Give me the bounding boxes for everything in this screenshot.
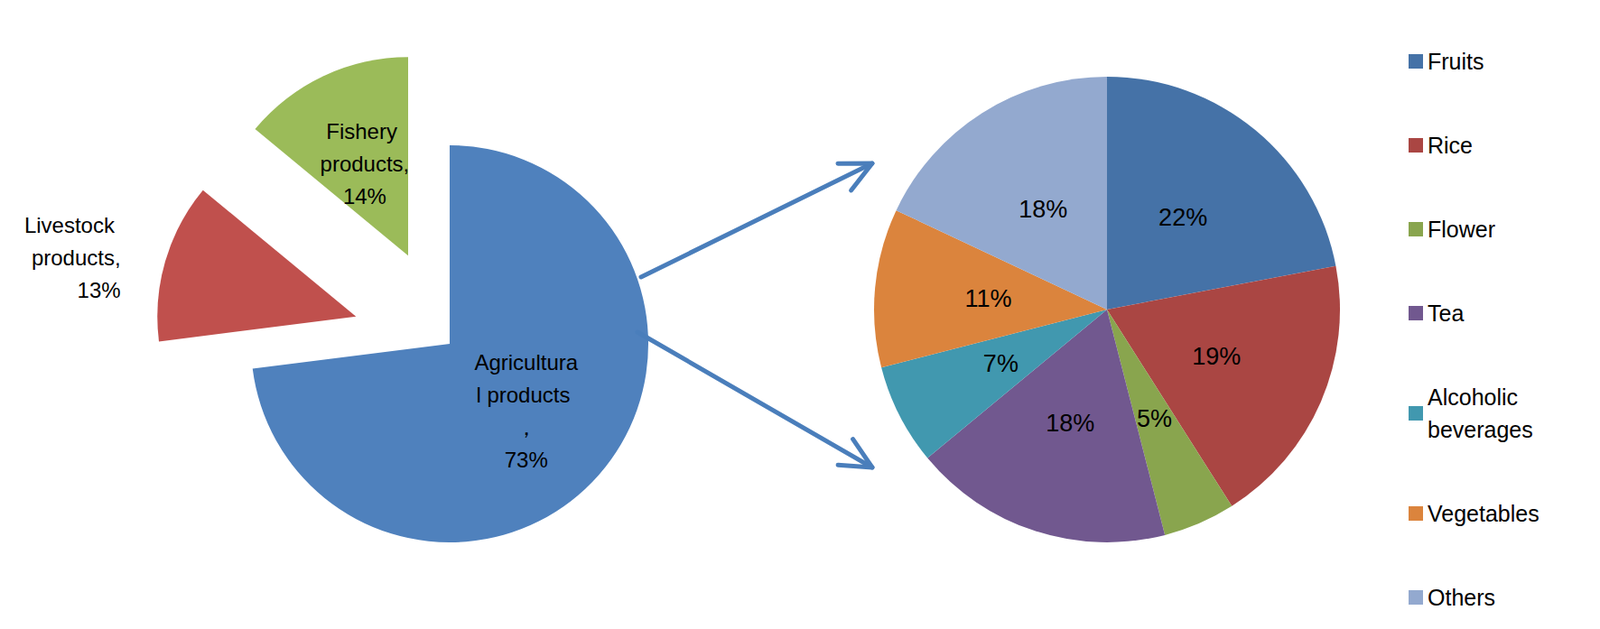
svg-text:Livestock: Livestock <box>24 213 121 238</box>
svg-text:Others: Others <box>1427 585 1496 611</box>
svg-text:18%: 18% <box>1045 409 1095 438</box>
svg-text:Fruits: Fruits <box>1427 48 1485 75</box>
svg-text:products,: products, <box>320 151 410 177</box>
svg-text:Tea: Tea <box>1427 300 1464 326</box>
svg-text:Vegetables: Vegetables <box>1427 501 1540 527</box>
svg-text:13%: 13% <box>77 278 121 303</box>
svg-text:7%: 7% <box>983 350 1019 378</box>
svg-text:Flower: Flower <box>1427 216 1496 242</box>
svg-text:14%: 14% <box>343 184 387 209</box>
svg-text:73%: 73% <box>504 447 549 473</box>
svg-text:19%: 19% <box>1191 343 1241 371</box>
svg-text:5%: 5% <box>1136 405 1173 433</box>
svg-text:products,: products, <box>31 245 121 270</box>
svg-text:18%: 18% <box>1018 195 1068 224</box>
svg-text:l products: l products <box>475 382 577 408</box>
svg-text:，: ， <box>515 415 538 440</box>
svg-text:Rice: Rice <box>1427 132 1473 159</box>
svg-text:Alcoholic: Alcoholic <box>1427 384 1525 410</box>
svg-text:beverages: beverages <box>1427 417 1534 443</box>
svg-text:22%: 22% <box>1158 204 1208 232</box>
svg-text:Agricultura: Agricultura <box>474 350 578 375</box>
svg-text:Fishery: Fishery <box>325 119 403 144</box>
svg-text:11%: 11% <box>965 285 1013 313</box>
